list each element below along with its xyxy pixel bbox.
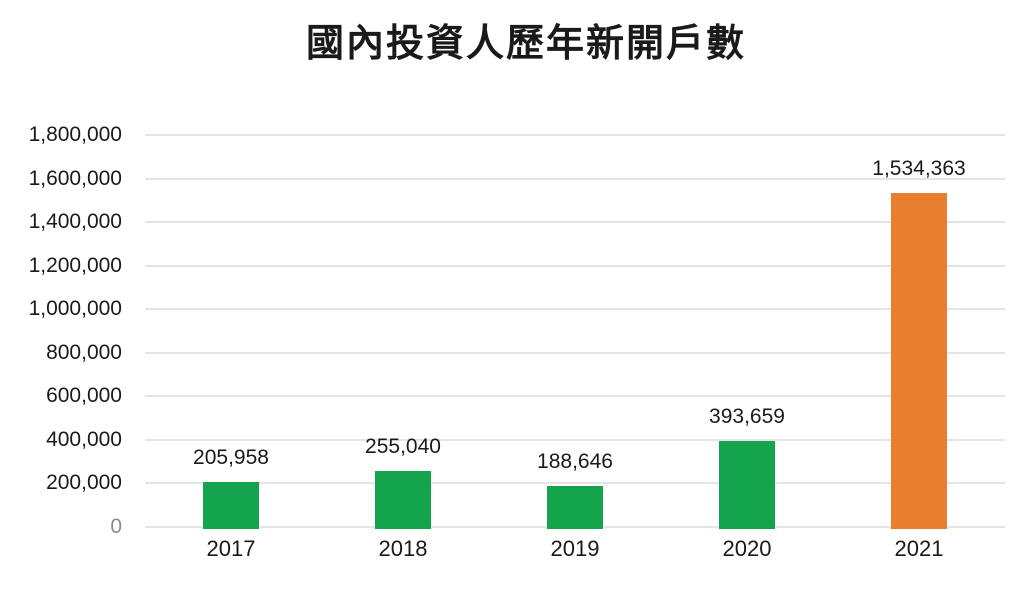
y-axis-tick-label: 0 xyxy=(110,515,122,538)
y-axis-tick-label: 1,000,000 xyxy=(28,297,122,321)
bar-value-label: 205,958 xyxy=(193,446,269,470)
y-axis-tick-label: 1,400,000 xyxy=(28,210,122,234)
y-axis-tick-label: 1,600,000 xyxy=(28,166,122,190)
gridline xyxy=(145,351,1005,354)
bar-value-label: 188,646 xyxy=(537,449,613,473)
y-axis-tick-label: 400,000 xyxy=(46,427,122,451)
y-axis-tick-label: 1,200,000 xyxy=(28,253,122,277)
gridline xyxy=(145,308,1005,311)
bar-value-label: 393,659 xyxy=(709,405,785,429)
y-axis-tick-label: 600,000 xyxy=(46,384,122,408)
y-axis-tick-label: 200,000 xyxy=(46,471,122,495)
x-axis-label: 2020 xyxy=(722,536,772,561)
bar-2017 xyxy=(203,482,259,529)
x-axis-label: 2021 xyxy=(894,536,944,561)
x-axis-label: 2018 xyxy=(378,536,428,561)
gridline xyxy=(145,264,1005,267)
y-axis-tick-label: 800,000 xyxy=(46,340,122,364)
bar-2020 xyxy=(719,441,775,529)
gridline xyxy=(145,134,1005,136)
bar-2018 xyxy=(375,471,431,529)
x-axis-label: 2017 xyxy=(206,536,256,561)
bar-value-label: 255,040 xyxy=(365,435,441,459)
chart-title: 國內投資人歷年新開戶數 xyxy=(305,23,746,65)
gridline xyxy=(145,438,1005,441)
bar-value-label: 1,534,363 xyxy=(872,156,966,180)
y-axis-tick-label: 1,800,000 xyxy=(28,123,122,146)
gridline xyxy=(145,395,1005,398)
bar-2021 xyxy=(891,192,947,529)
gridline xyxy=(145,482,1005,485)
bar-2019 xyxy=(547,485,603,529)
gridline xyxy=(145,177,1005,180)
gridline xyxy=(145,221,1005,224)
x-axis-label: 2019 xyxy=(550,536,600,561)
